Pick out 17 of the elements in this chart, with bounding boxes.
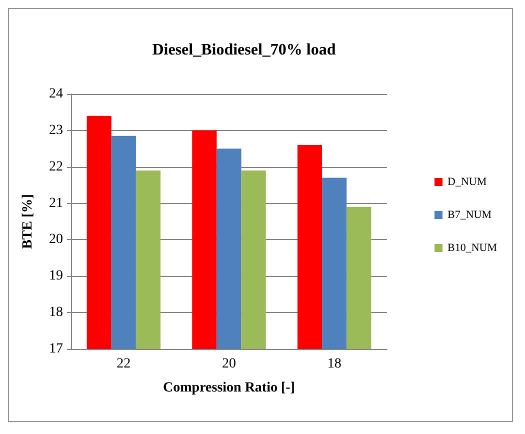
- y-tick-label: 21: [49, 196, 63, 211]
- y-tick-label: 19: [49, 268, 63, 284]
- x-tick-label: 20: [222, 356, 236, 372]
- chart-title: Diesel_Biodiesel_70% load: [152, 42, 336, 58]
- y-tick-label: 20: [49, 232, 63, 248]
- y-axis-title: BTE [%]: [20, 194, 36, 249]
- legend-label: B7_NUM: [447, 209, 492, 221]
- y-tick-label: 18: [49, 305, 63, 320]
- y-tick-label: 17: [49, 342, 63, 356]
- x-axis-title: Compression Ratio [-]: [163, 380, 295, 396]
- x-tick-label: 22: [116, 356, 131, 372]
- y-tick-label: 23: [49, 122, 63, 138]
- legend-label: B10_NUM: [447, 242, 498, 254]
- y-tick-label: 24: [49, 86, 63, 102]
- y-tick-label: 22: [49, 159, 63, 174]
- x-tick-label: 18: [327, 356, 342, 372]
- legend-label: D_NUM: [447, 176, 487, 188]
